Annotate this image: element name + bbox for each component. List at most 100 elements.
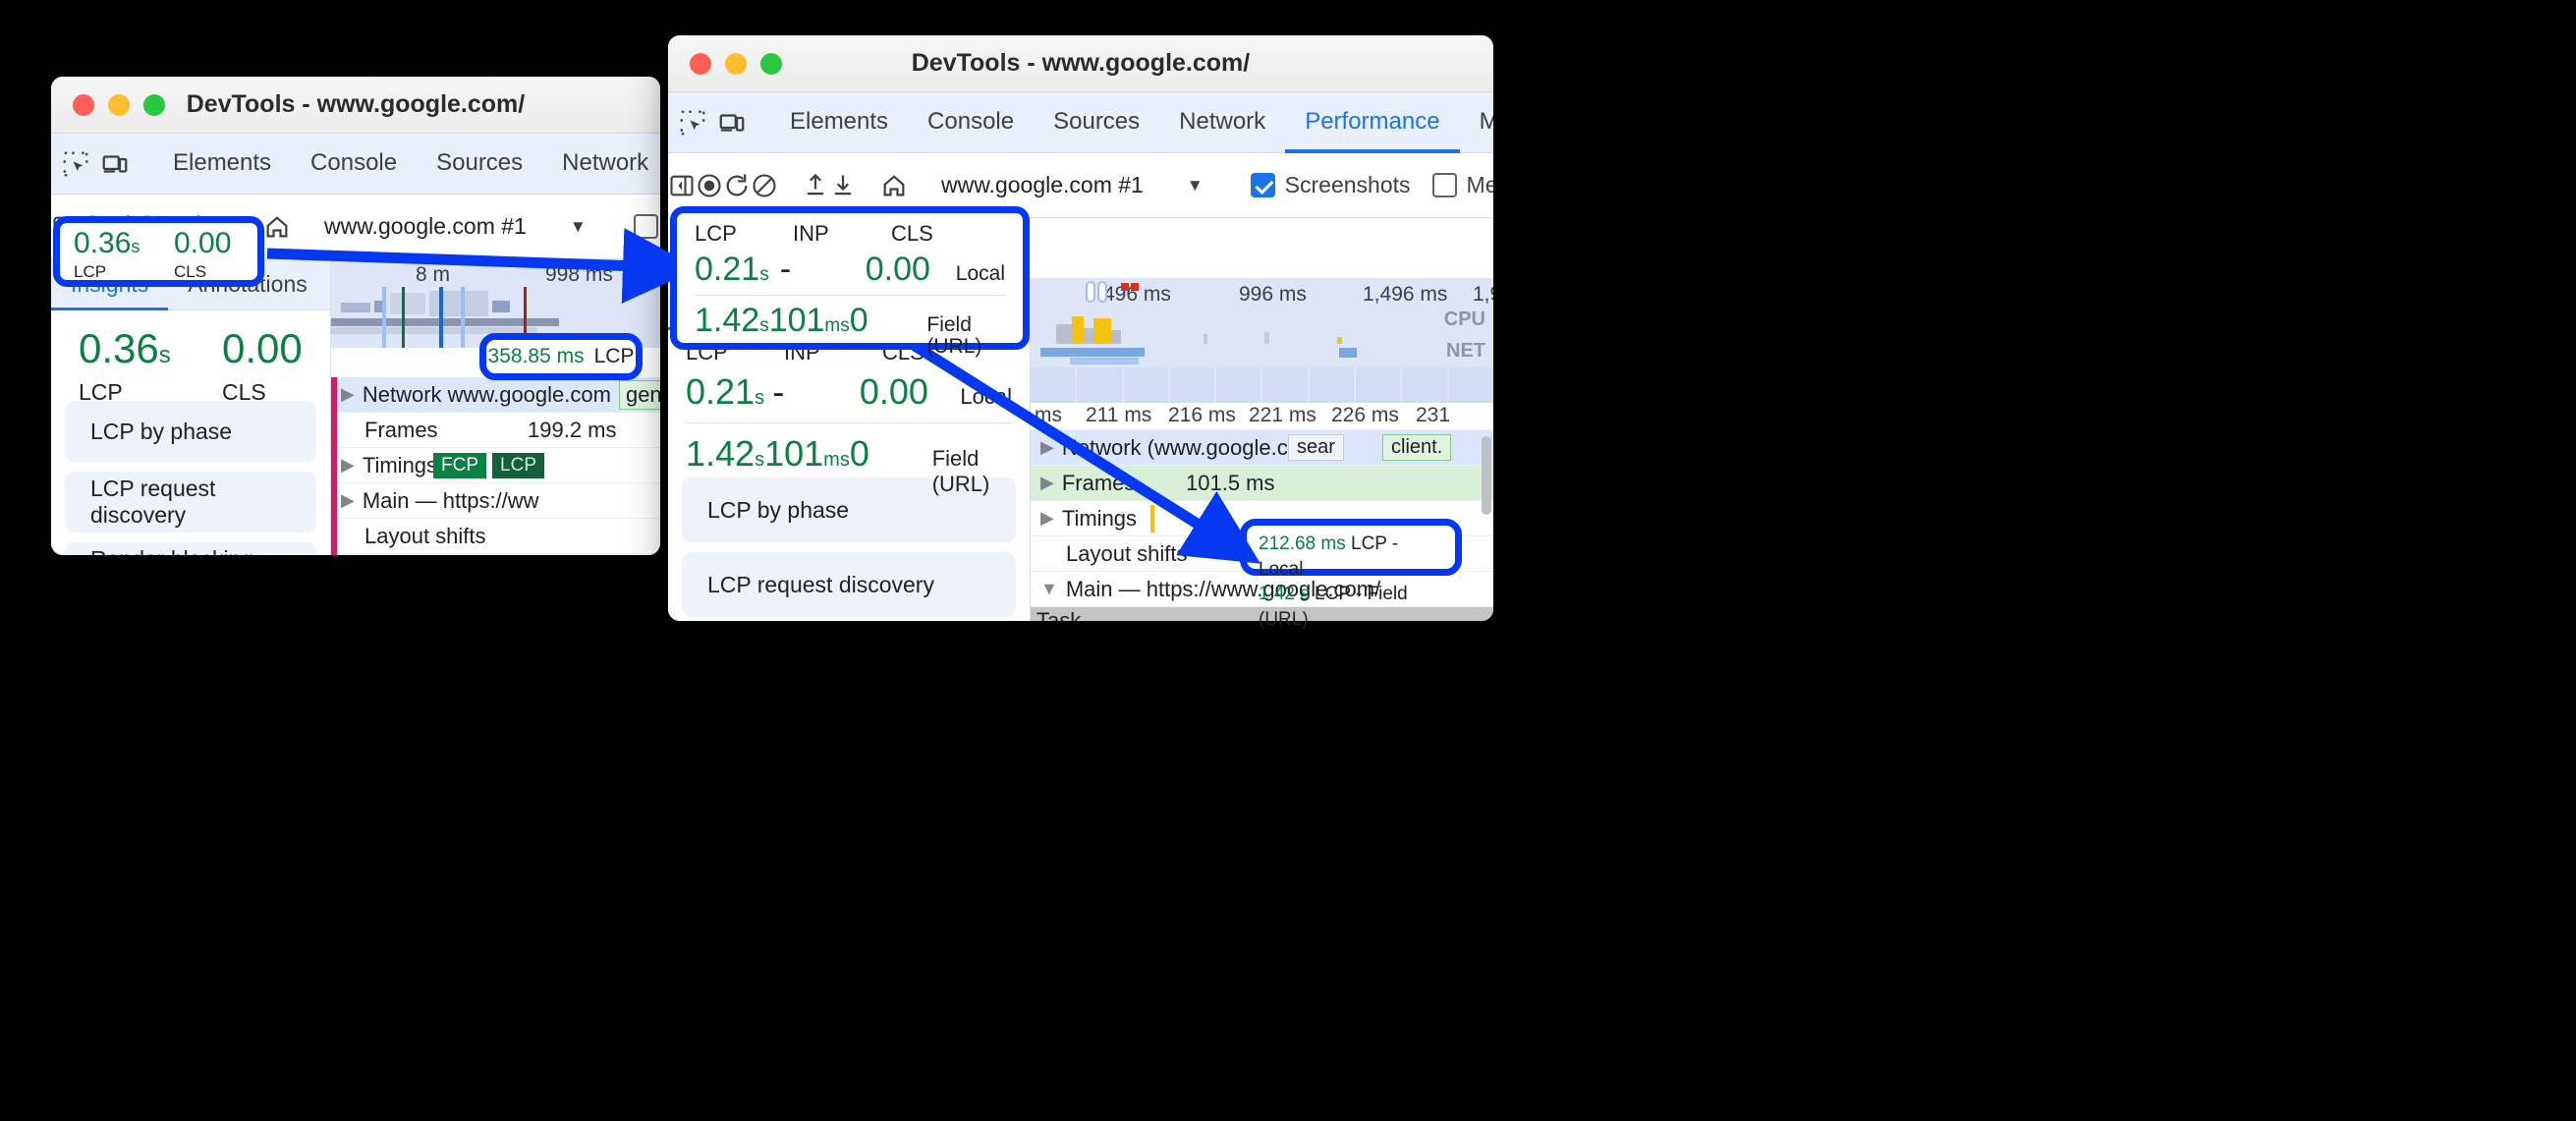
back-tabstrip[interactable]: Elements Console Sources Network Perform…	[51, 134, 660, 195]
local-lcp-unit: s	[755, 387, 765, 409]
badge-lcp[interactable]: LCP	[492, 452, 545, 478]
tab-sources[interactable]: Sources	[1053, 107, 1141, 135]
front-titlebar: DevTools - www.google.com/	[668, 35, 1493, 92]
tab-performance[interactable]: Performance	[1285, 92, 1459, 153]
network-request-chip-search[interactable]: sear	[1288, 434, 1344, 461]
tab-elements[interactable]: Elements	[173, 148, 272, 176]
flamechart-scrollbar[interactable]	[1482, 436, 1491, 515]
ruler-tick: 1,496 ms	[1363, 283, 1448, 306]
overview-label-net: NET	[1446, 340, 1485, 362]
tab-network[interactable]: Network	[1179, 107, 1266, 135]
frames-duration: 101.5 ms	[1186, 470, 1275, 495]
front-tabstrip[interactable]: Elements Console Sources Network Perform…	[668, 92, 1493, 153]
track-row-network[interactable]: ▶ Network www.google.com gen_204 (www.go…	[331, 377, 660, 413]
insight-lcp-by-phase[interactable]: LCP by phase	[65, 401, 316, 462]
tab-elements[interactable]: Elements	[790, 107, 889, 135]
track-row-frames[interactable]: Frames 199.2 ms	[331, 413, 660, 448]
track-row-layout-shifts[interactable]: Layout shifts	[331, 519, 660, 554]
chevron-down-icon[interactable]: ▼	[569, 216, 587, 236]
front-ruler-mid: ms 211 ms 216 ms 221 ms 226 ms 231	[1031, 403, 1493, 430]
devtools-window-back[interactable]: DevTools - www.google.com/ Elements Cons…	[51, 77, 660, 555]
tab-memory[interactable]: Memory	[1479, 107, 1493, 135]
chevron-right-icon[interactable]: ▶	[1040, 508, 1054, 528]
tab-console[interactable]: Console	[310, 148, 398, 176]
tab-console[interactable]: Console	[927, 107, 1015, 135]
track-label: Frames	[364, 417, 438, 442]
tab-sources[interactable]: Sources	[436, 148, 524, 176]
device-toolbar-icon[interactable]	[100, 141, 130, 187]
track-row-network[interactable]: ▶ Network (www.google.com) sear client.	[1031, 430, 1493, 466]
track-row-main[interactable]: ▶ Main — https://ww	[331, 483, 660, 519]
screenshots-checkbox[interactable]: Screensho	[633, 213, 660, 240]
track-row-main[interactable]: ▼ Main — https://www.google.com/	[1031, 572, 1493, 607]
track-label: Network (www.google.com)	[1061, 434, 1325, 460]
ruler-tick: 226 ms	[1331, 404, 1399, 426]
memory-checkbox[interactable]: Memory	[1431, 172, 1493, 198]
chevron-right-icon[interactable]: ▶	[341, 384, 355, 404]
checkbox-box[interactable]	[1250, 173, 1275, 197]
screenshots-checkbox[interactable]: Screenshots	[1250, 172, 1411, 198]
back-traffic-lights[interactable]	[51, 93, 165, 116]
front-traffic-lights[interactable]	[668, 52, 782, 75]
track-label: Layout shifts	[364, 523, 486, 548]
record-icon[interactable]	[696, 160, 723, 211]
upload-icon[interactable]	[802, 160, 829, 211]
chevron-right-icon[interactable]: ▶	[341, 490, 355, 510]
device-toolbar-icon[interactable]	[717, 100, 747, 145]
checkbox-box[interactable]	[633, 214, 658, 239]
maximize-button[interactable]	[760, 52, 782, 75]
download-icon[interactable]	[829, 160, 857, 211]
front-lcp-tooltip: 212.68 ms LCP - Local 1.42 s LCP - Field…	[1240, 519, 1462, 630]
callout-local-source: Local	[955, 262, 1005, 285]
chevron-right-icon[interactable]: ▶	[1040, 473, 1054, 492]
home-icon[interactable]	[263, 201, 291, 252]
close-button[interactable]	[73, 93, 94, 116]
clear-icon[interactable]	[751, 160, 778, 211]
minimize-button[interactable]	[725, 52, 747, 75]
ruler-tick: 216 ms	[1168, 404, 1236, 426]
reload-record-icon[interactable]	[723, 160, 751, 211]
chevron-down-icon[interactable]: ▼	[1186, 175, 1204, 195]
local-cls-value: 0.00	[859, 371, 928, 412]
callout-header-cls: CLS	[891, 221, 933, 246]
trace-select[interactable]: www.google.com #1 ▼	[931, 172, 1227, 198]
ruler-tick: 221 ms	[1249, 404, 1316, 426]
insight-lcp-request-discovery[interactable]: LCP request discovery	[682, 552, 1016, 617]
checkbox-box[interactable]	[1431, 173, 1457, 197]
metric-lcp: 0.36s LCP	[79, 328, 222, 406]
maximize-button[interactable]	[143, 93, 165, 116]
home-icon[interactable]	[880, 160, 908, 211]
insight-render-blocking-requests[interactable]: Render blocking requests	[65, 542, 316, 555]
inspect-icon[interactable]	[61, 141, 90, 187]
flame-cell[interactable]: Task	[1036, 607, 1082, 622]
tooltip-line2-label: LCP - Field (URL)	[1259, 584, 1408, 630]
back-lcp-tooltip: 358.85 ms LCP	[479, 333, 643, 380]
close-button[interactable]	[690, 52, 711, 75]
track-row-frames[interactable]: ▶ Frames 101.5 ms	[1031, 466, 1493, 501]
badge-fcp[interactable]: FCP	[433, 452, 487, 478]
metric-cls: 0.00 CLS	[222, 325, 303, 406]
track-label: Main — https://ww	[362, 487, 539, 513]
callout-field-source: Field (URL)	[926, 313, 982, 359]
track-row-frame[interactable]: ▶ Frame — https://accounts.google.com/Ro…	[331, 554, 660, 555]
callout-local-cls: 0.00	[865, 251, 930, 288]
callout-cls-value: 0.00	[174, 227, 232, 259]
back-metrics-callout: 0.36s LCP 0.00 CLS	[53, 216, 264, 287]
sidebar-toggle-icon[interactable]	[668, 160, 696, 211]
chevron-right-icon[interactable]: ▶	[341, 455, 355, 475]
network-request-chip[interactable]: gen_204 (www.goo	[618, 379, 660, 410]
tab-network[interactable]: Network	[562, 148, 649, 176]
chevron-down-icon[interactable]: ▼	[1040, 579, 1058, 598]
flame-row[interactable]: Task	[1031, 607, 1493, 621]
field-cls-value: 0	[849, 433, 869, 474]
front-overview[interactable]: 496 ms 996 ms 1,496 ms 1,996 CPU NET	[1031, 279, 1493, 403]
network-request-chip-client[interactable]: client.	[1382, 434, 1452, 461]
chevron-right-icon[interactable]: ▶	[1040, 437, 1054, 457]
trace-select[interactable]: www.google.com #1 ▼	[314, 213, 610, 240]
inspect-icon[interactable]	[678, 100, 707, 145]
back-flamechart[interactable]: ▶ Network www.google.com gen_204 (www.go…	[331, 377, 660, 555]
insight-lcp-request-discovery[interactable]: LCP request discovery	[65, 472, 316, 532]
metric-cls-value: 0.00	[222, 325, 303, 371]
minimize-button[interactable]	[108, 93, 130, 116]
track-row-timings[interactable]: ▶ Timings FCP LCP	[331, 448, 660, 483]
